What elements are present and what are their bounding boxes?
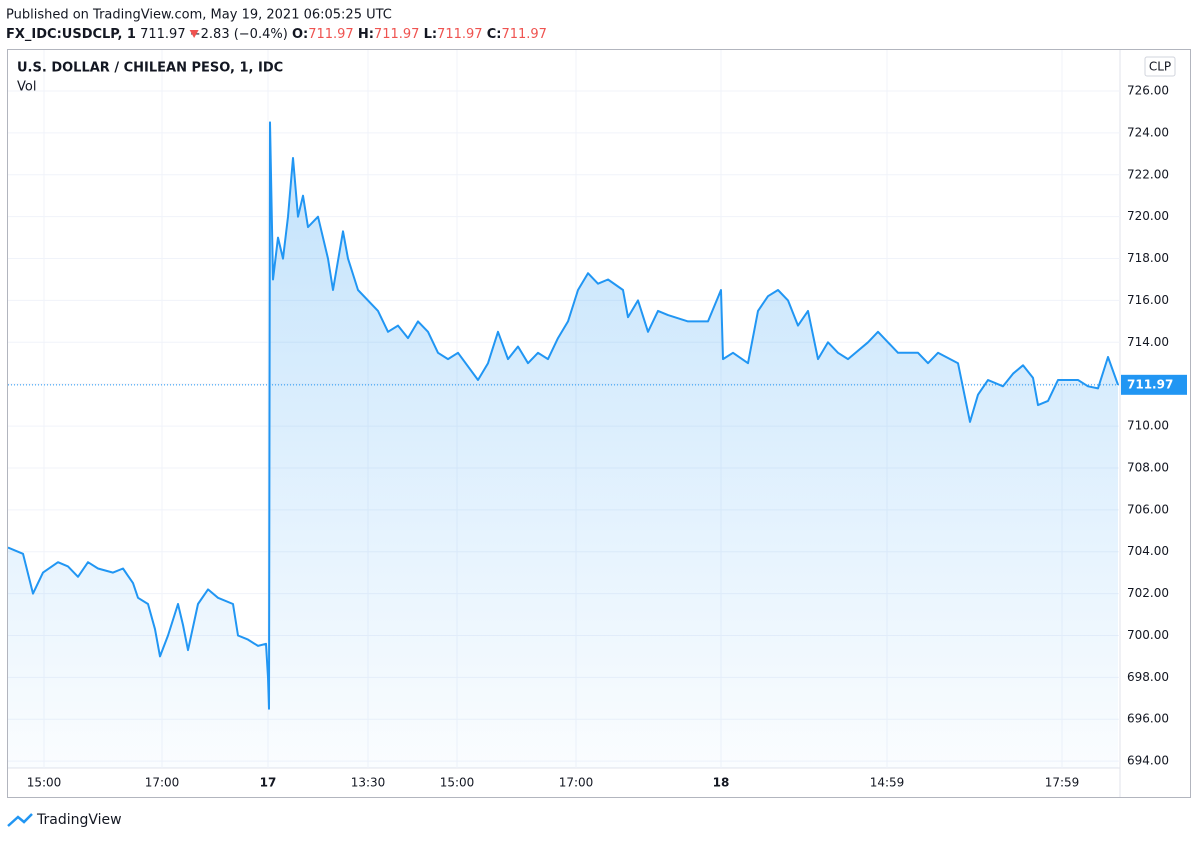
y-tick-label: 704.00: [1127, 544, 1169, 558]
down-arrow: [189, 30, 199, 38]
price: 711.97: [140, 27, 186, 42]
last-price-label: 711.97: [1127, 377, 1173, 391]
y-tick-label: 726.00: [1127, 84, 1169, 98]
y-tick-label: 716.00: [1127, 293, 1169, 307]
x-tick-label: 17: [260, 776, 277, 790]
y-tick-label: 718.00: [1127, 251, 1169, 265]
chart-title: U.S. DOLLAR / CHILEAN PESO, 1, IDC: [17, 61, 283, 76]
y-tick-label: 714.00: [1127, 335, 1169, 349]
x-tick-label: 15:00: [440, 776, 475, 790]
brand-logo: [7, 813, 33, 827]
volume-label: Vol: [17, 80, 36, 95]
x-tick-label: 17:59: [1045, 776, 1080, 790]
y-tick-label: 720.00: [1127, 209, 1169, 223]
price-line: [8, 121, 1119, 710]
ohlc-label: O:: [292, 27, 308, 42]
last-price-badge: [1121, 374, 1187, 395]
ohlc-label: C:: [487, 27, 502, 42]
ohlc-value: 711.97: [308, 27, 354, 42]
symbol-text: FX_IDC:USDCLP, 1 711.97 −2.83 (−0.4%) O:…: [6, 27, 547, 42]
currency-label[interactable]: CLP: [1149, 60, 1171, 74]
x-tick-label: 14:59: [870, 776, 905, 790]
y-tick-label: 700.00: [1127, 628, 1169, 642]
y-tick-label: 710.00: [1127, 419, 1169, 433]
currency-button[interactable]: [1144, 56, 1176, 77]
ohlc-label: L:: [424, 27, 437, 42]
y-tick-label: 724.00: [1127, 125, 1169, 139]
y-tick-label: 706.00: [1127, 502, 1169, 516]
y-tick-label: 702.00: [1127, 586, 1169, 600]
symbol: FX_IDC:USDCLP, 1: [6, 27, 136, 42]
symbol-line: FX_IDC:USDCLP, 1 711.97 −2.83 (−0.4%) O:…: [6, 27, 547, 42]
ohlc-value: 711.97: [501, 27, 547, 42]
area: [8, 122, 1118, 768]
y-tick-label: 694.00: [1127, 754, 1169, 768]
x-tick-label: 17:00: [559, 776, 594, 790]
ohlc-value: 711.97: [437, 27, 483, 42]
y-tick-label: 722.00: [1127, 167, 1169, 181]
y-tick-label: 696.00: [1127, 712, 1169, 726]
brand-name: TradingView: [36, 812, 122, 828]
ohlc-value: 711.97: [374, 27, 420, 42]
ohlc-label: H:: [358, 27, 374, 42]
chart-frame: [7, 49, 1191, 798]
published-note: Published on TradingView.com, May 19, 20…: [6, 8, 392, 23]
y-tick-label: 708.00: [1127, 460, 1169, 474]
x-tick-label: 17:00: [145, 776, 180, 790]
brand: TradingView: [7, 812, 122, 828]
change: −2.83 (−0.4%): [190, 27, 288, 42]
x-tick-label: 15:00: [27, 776, 62, 790]
y-tick-label: 698.00: [1127, 670, 1169, 684]
x-tick-label: 13:30: [351, 776, 386, 790]
x-tick-label: 18: [713, 776, 730, 790]
